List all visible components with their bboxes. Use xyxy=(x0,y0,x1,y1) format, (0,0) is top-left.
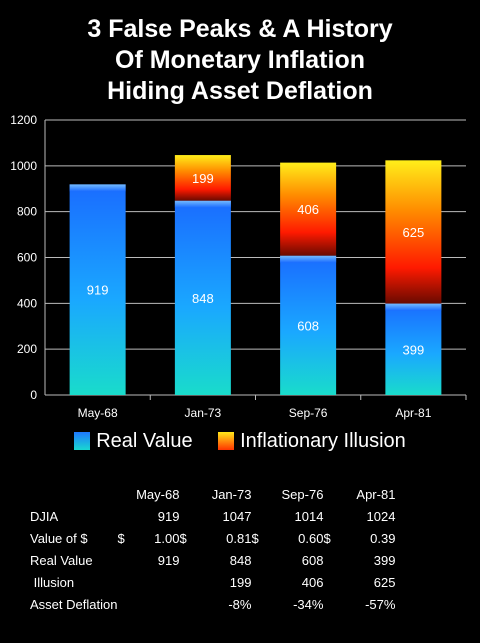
table-cell: 625 xyxy=(373,574,396,590)
table-cell: 1014 xyxy=(294,508,324,524)
axes: 0 200 400 600 800 1000 1200 May-68 Jan-73 Sep-76 A… xyxy=(10,113,467,420)
x-tick-label: Sep-76 xyxy=(289,406,328,420)
currency-symbol: $ xyxy=(251,530,259,546)
legend-illusion-label: Inflationary Illusion xyxy=(240,430,406,452)
chart-title: 3 False Peaks & A History Of Monetary In… xyxy=(0,14,480,107)
data-label: 848 xyxy=(192,291,214,306)
bar-real-value xyxy=(174,200,231,395)
x-tick-label: Apr-81 xyxy=(395,406,431,420)
y-tick-label: 800 xyxy=(17,205,37,219)
row-label: Real Value xyxy=(30,552,93,568)
bar-real-cap xyxy=(385,303,442,311)
title-line-3: Hiding Asset Deflation xyxy=(107,77,373,105)
table-cell: 919 xyxy=(157,508,180,524)
y-tick-label: 600 xyxy=(17,251,37,265)
table-cell: 199 xyxy=(229,574,252,590)
table-row: DJIA 919 1047 1014 1024 xyxy=(30,505,395,527)
table-cell xyxy=(117,593,179,615)
table-header: Apr-81 xyxy=(356,486,396,502)
data-label: 199 xyxy=(192,171,214,186)
legend: Real Value Inflationary Illusion xyxy=(0,430,480,453)
table-cell: 1.00 xyxy=(154,530,180,546)
currency-symbol: $ xyxy=(179,530,187,546)
bars xyxy=(69,155,442,395)
bar-real-value xyxy=(280,255,337,395)
y-tick-label: 0 xyxy=(30,388,37,402)
currency-symbol: $ xyxy=(117,530,125,546)
table-cell: -8% xyxy=(228,596,252,612)
bar-real-value xyxy=(69,184,126,395)
table-cell xyxy=(117,571,179,593)
title-line-1: 3 False Peaks & A History xyxy=(87,15,393,43)
table-header: Sep-76 xyxy=(281,486,324,502)
data-label: 919 xyxy=(87,283,109,298)
bar-real-cap xyxy=(280,255,337,263)
table-cell: -57% xyxy=(365,596,396,612)
legend-real-label: Real Value xyxy=(96,430,193,452)
table-cell: 0.39 xyxy=(370,530,396,546)
table-row: Illusion 199 406 625 xyxy=(30,571,396,593)
y-tick-label: 200 xyxy=(17,342,37,356)
table-cell: 399 xyxy=(373,552,396,568)
table-cell: -34% xyxy=(293,596,324,612)
x-tick-label: May-68 xyxy=(78,406,118,420)
legend-illusion-swatch xyxy=(218,432,235,450)
bar-real-value xyxy=(385,303,442,395)
table-cell: 406 xyxy=(301,574,324,590)
data-label: 608 xyxy=(297,318,319,333)
stacked-bar-chart: 0 200 400 600 800 1000 1200 May-68 Jan-73 Sep-76 A… xyxy=(10,113,467,420)
row-label: DJIA xyxy=(30,508,59,524)
bar-inflationary-illusion xyxy=(385,160,442,304)
y-tick-label: 1200 xyxy=(10,113,37,127)
currency-symbol: $ xyxy=(323,530,331,546)
y-tick-label: 400 xyxy=(17,296,37,310)
table-cell: 0.81 xyxy=(226,530,252,546)
table-cell: 919 xyxy=(157,552,180,568)
table-cell: 1047 xyxy=(222,508,252,524)
x-tick-label: Jan-73 xyxy=(185,406,222,420)
data-labels: 919 848 199 608 406 399 625 xyxy=(87,171,424,357)
table-header: May-68 xyxy=(136,486,180,502)
data-label: 625 xyxy=(403,225,425,240)
data-table: May-68 Jan-73 Sep-76 Apr-81 DJIA 919 104… xyxy=(30,483,395,615)
y-tick-label: 1000 xyxy=(10,159,37,173)
table-cell: 0.60 xyxy=(298,530,324,546)
bar-real-cap xyxy=(174,200,231,208)
bar-inflationary-illusion xyxy=(280,162,337,256)
row-label: Value of $ xyxy=(30,530,88,546)
title-line-2: Of Monetary Inflation xyxy=(115,46,365,74)
row-label: Asset Deflation xyxy=(30,596,118,612)
data-label: 406 xyxy=(297,202,319,217)
table-cell: 1024 xyxy=(366,508,396,524)
data-label: 399 xyxy=(403,342,425,357)
legend-illusion: Inflationary Illusion xyxy=(218,430,406,453)
legend-real-swatch xyxy=(74,432,91,450)
table-cell: 608 xyxy=(301,552,324,568)
table-header: Jan-73 xyxy=(211,486,252,502)
bar-inflationary-illusion xyxy=(174,155,231,201)
table-header-row: May-68 Jan-73 Sep-76 Apr-81 xyxy=(30,483,395,505)
table-row: Real Value 919 848 608 399 xyxy=(30,549,395,571)
row-label: Illusion xyxy=(30,574,75,590)
table-row: Asset Deflation -8% -34% -57% xyxy=(30,593,395,615)
table-row: Value of $ $1.00 $0.81 $0.60 $0.39 xyxy=(30,527,395,549)
table-cell: 848 xyxy=(229,552,252,568)
bar-real-cap xyxy=(69,184,126,192)
legend-real: Real Value xyxy=(74,430,193,453)
